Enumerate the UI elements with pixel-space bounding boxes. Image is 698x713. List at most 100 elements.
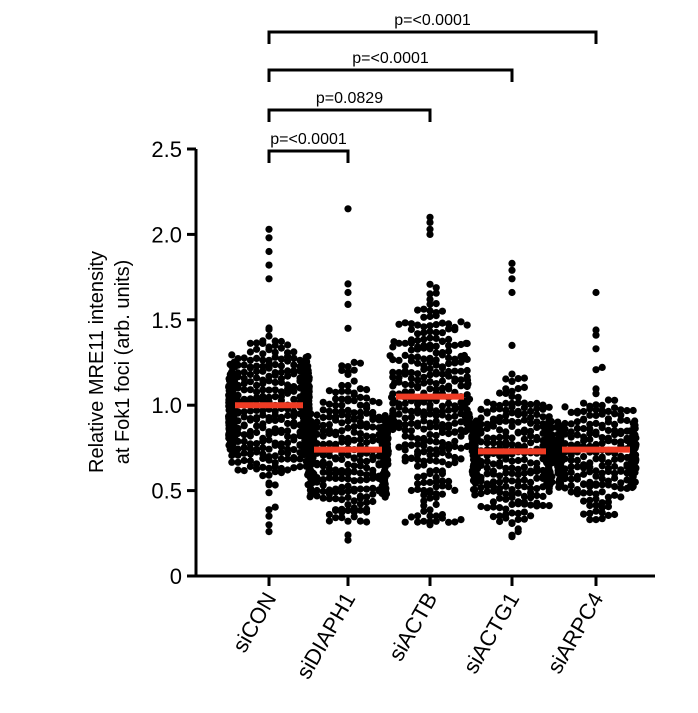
- data-point: [271, 429, 279, 437]
- data-point: [290, 464, 298, 472]
- data-point: [438, 477, 446, 485]
- data-point: [520, 416, 529, 424]
- data-point: [508, 266, 516, 274]
- data-point: [284, 341, 292, 349]
- data-point: [290, 387, 298, 395]
- data-point: [469, 442, 477, 450]
- data-point: [438, 458, 446, 466]
- data-point: [308, 422, 316, 430]
- data-point: [617, 479, 625, 487]
- data-point: [395, 424, 403, 432]
- data-point: [350, 377, 358, 385]
- data-point: [350, 423, 358, 431]
- data-point: [414, 450, 422, 458]
- data-point: [265, 332, 273, 340]
- data-point: [420, 478, 428, 487]
- data-point: [496, 426, 504, 434]
- data-point: [426, 290, 434, 298]
- data-point: [259, 437, 267, 445]
- data-point: [363, 432, 371, 440]
- data-point: [445, 518, 453, 526]
- data-point: [407, 513, 415, 521]
- data-point: [363, 386, 371, 394]
- data-point: [426, 437, 434, 445]
- data-point: [259, 463, 267, 471]
- data-point: [604, 407, 613, 415]
- data-point: [420, 329, 428, 337]
- data-point: [580, 464, 588, 472]
- data-point: [545, 502, 553, 510]
- data-point: [375, 399, 383, 407]
- data-point: [414, 462, 422, 470]
- data-point: [426, 405, 434, 413]
- data-point: [382, 487, 390, 496]
- data-point: [253, 367, 261, 376]
- data-point: [438, 411, 446, 419]
- data-point: [228, 351, 236, 359]
- data-point: [401, 362, 409, 370]
- data-point: [386, 352, 394, 360]
- significance-brackets: p=<0.0001 p=0.0829 p=<0.0001 p=<0.0001: [267, 12, 598, 163]
- data-point: [296, 455, 304, 463]
- data-point: [598, 439, 606, 447]
- data-point: [344, 363, 352, 371]
- data-point: [508, 275, 516, 283]
- data-point: [426, 446, 434, 454]
- data-point: [414, 485, 422, 493]
- data-point: [451, 326, 459, 334]
- data-point: [426, 280, 434, 288]
- data-point: [253, 460, 261, 468]
- data-point: [432, 380, 440, 388]
- data-point: [389, 417, 397, 425]
- data-point: [445, 413, 453, 421]
- data-point: [389, 425, 397, 434]
- data-point: [477, 405, 485, 413]
- data-point: [350, 409, 358, 417]
- data-point: [546, 481, 554, 489]
- data-point: [426, 431, 434, 439]
- data-point: [356, 451, 364, 459]
- data-point: [259, 411, 267, 419]
- data-point: [407, 407, 415, 415]
- data-point: [457, 318, 465, 326]
- data-point: [344, 487, 352, 495]
- data-point: [284, 372, 292, 380]
- data-point: [567, 428, 575, 436]
- data-point: [483, 398, 491, 406]
- data-point: [502, 490, 510, 498]
- data-point: [259, 444, 267, 452]
- data-point: [483, 487, 491, 496]
- data-point: [363, 476, 371, 484]
- data-point: [573, 418, 582, 426]
- data-point: [611, 455, 619, 464]
- data-point: [496, 405, 504, 413]
- data-point: [284, 411, 292, 419]
- data-point: [363, 498, 371, 507]
- data-point: [230, 430, 238, 438]
- data-point: [356, 359, 364, 367]
- data-point: [556, 481, 564, 489]
- data-point: [259, 396, 267, 404]
- data-point: [356, 422, 364, 430]
- data-point: [277, 455, 285, 463]
- data-point: [284, 439, 292, 447]
- data-point: [305, 410, 313, 419]
- data-point: [470, 476, 478, 484]
- data-point: [438, 428, 446, 436]
- data-point: [508, 392, 516, 401]
- data-point: [344, 531, 352, 539]
- data-point: [332, 388, 340, 396]
- data-point: [502, 482, 510, 490]
- data-point: [363, 464, 371, 472]
- data-point: [401, 319, 409, 327]
- data-point: [508, 493, 516, 502]
- data-point: [407, 427, 415, 435]
- data-point: [508, 469, 516, 477]
- data-point: [598, 434, 606, 442]
- data-point: [586, 496, 594, 504]
- data-point: [350, 391, 358, 399]
- data-point: [369, 474, 377, 482]
- data-point: [240, 422, 248, 430]
- data-point: [308, 487, 316, 495]
- data-point: [586, 489, 594, 497]
